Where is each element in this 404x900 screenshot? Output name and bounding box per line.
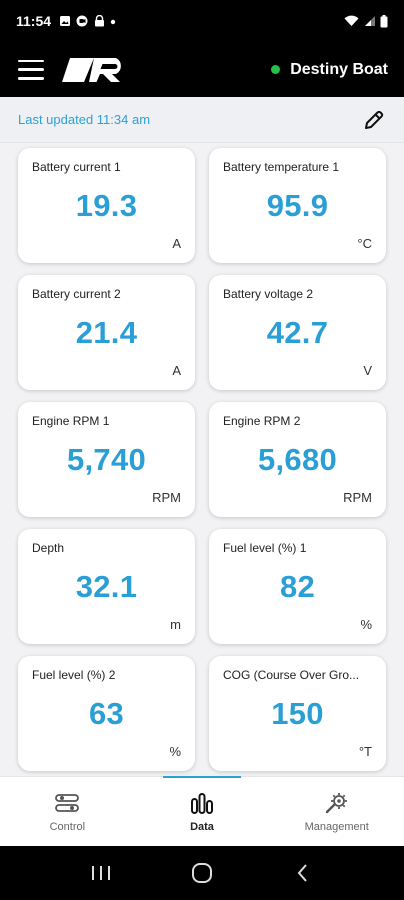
card-unit: % (360, 617, 372, 632)
image-icon (60, 16, 71, 26)
home-icon (191, 863, 212, 883)
data-grid: Battery current 1 19.3 A Battery tempera… (18, 148, 386, 771)
data-card[interactable]: Battery current 2 21.4 A (18, 275, 195, 390)
card-value: 5,740 (66, 442, 147, 477)
status-time: 11:54 (16, 13, 52, 29)
menu-line (18, 68, 44, 71)
card-value: 150 (271, 696, 324, 731)
menu-line (18, 77, 44, 80)
card-label: Fuel level (%) 1 (223, 541, 307, 555)
card-label: Depth (32, 541, 65, 555)
nav-label: Management (304, 820, 369, 833)
card-unit: RPM (152, 490, 181, 505)
card-value: 42.7 (266, 315, 329, 350)
card-unit: m (170, 617, 181, 632)
card-unit: V (363, 363, 372, 378)
data-card[interactable]: Fuel level (%) 2 63 % (18, 656, 195, 771)
wrench-gear-icon (325, 792, 347, 813)
lock-icon (95, 15, 105, 27)
update-bar: Last updated 11:34 am (0, 97, 404, 143)
boat-selector[interactable]: Destiny Boat (271, 61, 388, 79)
card-label: Battery voltage 2 (223, 287, 314, 301)
data-card[interactable]: Depth 32.1 m (18, 529, 195, 644)
nav-label: Control (49, 820, 86, 833)
status-bar: 11:54 (0, 0, 404, 42)
data-card[interactable]: COG (Course Over Gro... 150 °T (209, 656, 386, 771)
last-updated-text: Last updated 11:34 am (18, 112, 151, 127)
card-unit: A (172, 236, 181, 251)
card-label: Fuel level (%) 2 (32, 668, 116, 682)
card-value: 95.9 (266, 188, 329, 223)
nav-data[interactable]: Data (135, 776, 270, 846)
signal-icon (365, 16, 375, 26)
card-value: 82 (279, 569, 316, 604)
back-button[interactable] (288, 858, 318, 888)
home-button[interactable] (187, 858, 217, 888)
data-card[interactable]: Battery temperature 1 95.9 °C (209, 148, 386, 263)
sliders-icon (55, 793, 80, 812)
nav-management[interactable]: Management (269, 777, 404, 846)
brand-logo-icon (62, 57, 121, 82)
camera-icon (76, 15, 88, 27)
card-label: Battery current 2 (32, 287, 121, 301)
card-unit: RPM (343, 490, 372, 505)
data-card[interactable]: Battery voltage 2 42.7 V (209, 275, 386, 390)
card-unit: °T (358, 744, 372, 759)
card-label: Engine RPM 2 (223, 414, 301, 428)
battery-icon (380, 14, 388, 27)
data-card[interactable]: Engine RPM 1 5,740 RPM (18, 402, 195, 517)
card-value: 19.3 (75, 188, 138, 223)
card-value: 32.1 (75, 569, 138, 604)
data-card[interactable]: Fuel level (%) 1 82 % (209, 529, 386, 644)
card-value: 63 (88, 696, 125, 731)
data-card[interactable]: Battery current 1 19.3 A (18, 148, 195, 263)
back-icon (297, 864, 308, 882)
data-card[interactable]: Engine RPM 2 5,680 RPM (209, 402, 386, 517)
nav-label: Data (190, 820, 214, 833)
card-value: 21.4 (75, 315, 138, 350)
app-header: Destiny Boat (0, 42, 404, 97)
menu-line (18, 59, 44, 62)
menu-button[interactable] (18, 59, 44, 80)
recents-button[interactable] (86, 858, 116, 888)
card-label: Engine RPM 1 (32, 414, 110, 428)
edit-pencil-icon[interactable] (362, 108, 386, 132)
system-icons (344, 14, 388, 28)
card-value: 5,680 (257, 442, 338, 477)
nav-control[interactable]: Control (0, 777, 135, 846)
card-unit: A (172, 363, 181, 378)
bottom-nav: Control Data Management (0, 776, 404, 846)
system-nav-bar (0, 846, 404, 900)
bar-gauge-icon (191, 792, 213, 814)
card-unit: % (169, 744, 181, 759)
card-unit: °C (357, 236, 372, 251)
wifi-icon (344, 15, 359, 26)
dot-icon (110, 19, 116, 25)
boat-name: Destiny Boat (290, 60, 388, 78)
card-label: Battery current 1 (32, 160, 121, 174)
online-status-icon (271, 65, 281, 74)
card-label: Battery temperature 1 (223, 160, 340, 174)
card-label: COG (Course Over Gro... (223, 668, 360, 682)
notification-icons (59, 15, 116, 27)
recents-icon (91, 866, 110, 880)
